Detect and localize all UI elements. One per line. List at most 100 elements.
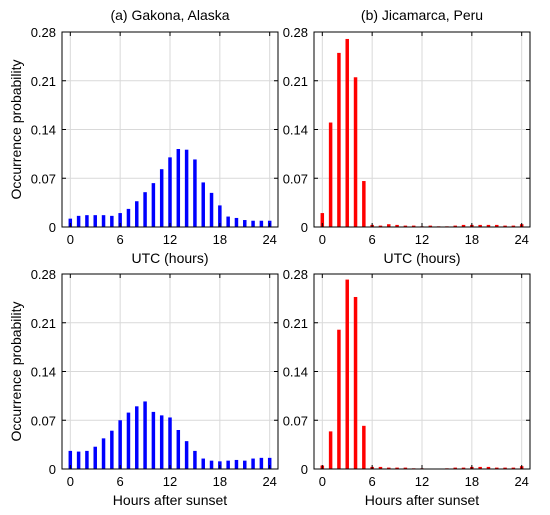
bar	[387, 467, 391, 469]
x-axis-label: UTC (hours)	[131, 250, 208, 266]
x-tick-label: 18	[465, 232, 479, 247]
y-tick-label: 0.21	[31, 316, 56, 331]
bar	[259, 457, 264, 469]
bar	[395, 467, 399, 469]
x-tick-label: 12	[415, 232, 429, 247]
bar	[428, 225, 433, 227]
y-tick-label: 0	[301, 462, 308, 477]
x-tick-label: 6	[369, 474, 376, 489]
bar	[76, 451, 81, 469]
x-tick-label: 24	[262, 474, 276, 489]
x-tick-label: 24	[514, 474, 528, 489]
bar	[251, 458, 255, 469]
bar	[135, 201, 139, 227]
x-tick-label: 18	[213, 232, 227, 247]
y-axis-label: Occurrence probability	[8, 59, 24, 199]
bar	[378, 225, 383, 227]
bar	[353, 296, 358, 469]
y-tick-label: 0.14	[31, 123, 56, 138]
bar	[337, 52, 341, 228]
bar	[259, 220, 264, 227]
y-tick-label: 0.21	[283, 316, 308, 331]
bar	[85, 450, 89, 469]
bar	[345, 38, 349, 227]
y-tick-label: 0.28	[283, 267, 308, 282]
bar	[85, 215, 89, 227]
y-tick-label: 0.28	[283, 25, 308, 40]
bar	[328, 431, 333, 469]
bar	[201, 458, 205, 469]
bar	[486, 224, 491, 227]
bar	[201, 182, 205, 227]
bar	[110, 430, 114, 469]
bar	[126, 208, 131, 227]
bar	[362, 181, 366, 227]
bar	[362, 425, 366, 469]
bar	[328, 122, 333, 227]
bar	[68, 450, 73, 469]
bar	[234, 217, 239, 227]
bar	[118, 213, 122, 227]
bar	[118, 420, 122, 469]
bar	[503, 225, 507, 227]
bar	[176, 149, 181, 227]
chart-panel-3: 0 6 12 18 24 0 0.07 0.14 0.21 0.28 Hours after sun…	[8, 267, 279, 508]
chart-title: (a) Gakona, Alaska	[110, 7, 229, 23]
x-tick-label: 18	[213, 474, 227, 489]
bar	[345, 279, 349, 469]
bar	[486, 466, 491, 469]
bar	[403, 467, 408, 469]
bar	[511, 225, 516, 227]
bar	[411, 225, 416, 227]
x-axis-label: Hours after sunset	[113, 492, 227, 508]
bar	[226, 216, 230, 227]
y-tick-label: 0.07	[283, 413, 308, 428]
x-tick-label: 0	[67, 474, 74, 489]
bar	[267, 457, 272, 469]
bar	[101, 215, 106, 227]
bar	[93, 446, 97, 469]
bar	[243, 220, 247, 227]
y-tick-label: 0.07	[283, 171, 308, 186]
bar	[159, 169, 164, 227]
y-tick-label: 0	[49, 462, 56, 477]
bar	[478, 224, 482, 227]
bar	[387, 224, 391, 227]
y-axis-label: Occurrence probability	[8, 301, 24, 441]
bar	[93, 215, 97, 227]
bar	[453, 225, 457, 227]
bar	[209, 460, 214, 469]
bar	[234, 459, 239, 469]
x-tick-label: 24	[262, 232, 276, 247]
bar	[453, 467, 457, 469]
bar	[193, 450, 197, 469]
x-axis-label: UTC (hours)	[383, 250, 460, 266]
x-tick-label: 0	[319, 232, 326, 247]
bar	[110, 215, 114, 227]
bar	[168, 157, 172, 227]
bar	[184, 441, 189, 469]
bar	[395, 224, 399, 227]
chart-panel-2: 0 6 12 18 24 0 0.07 0.14 0.21 0.28 (b) Jicamarca, …	[283, 7, 531, 266]
bar	[461, 224, 466, 227]
bar	[68, 218, 73, 227]
x-tick-label: 12	[163, 474, 177, 489]
bar	[251, 220, 255, 227]
bar	[126, 412, 131, 469]
y-tick-label: 0.28	[31, 25, 56, 40]
y-tick-label: 0	[49, 220, 56, 235]
bar	[337, 329, 341, 469]
bar	[226, 460, 230, 469]
x-tick-label: 6	[117, 232, 124, 247]
bar	[151, 411, 156, 469]
bar	[184, 149, 189, 227]
bar	[101, 438, 106, 469]
x-axis-label: Hours after sunset	[365, 492, 479, 508]
y-tick-label: 0.14	[31, 365, 56, 380]
y-tick-label: 0.14	[283, 123, 308, 138]
x-tick-label: 24	[514, 232, 528, 247]
bar	[378, 466, 383, 469]
bar	[353, 77, 358, 228]
x-tick-label: 0	[319, 474, 326, 489]
